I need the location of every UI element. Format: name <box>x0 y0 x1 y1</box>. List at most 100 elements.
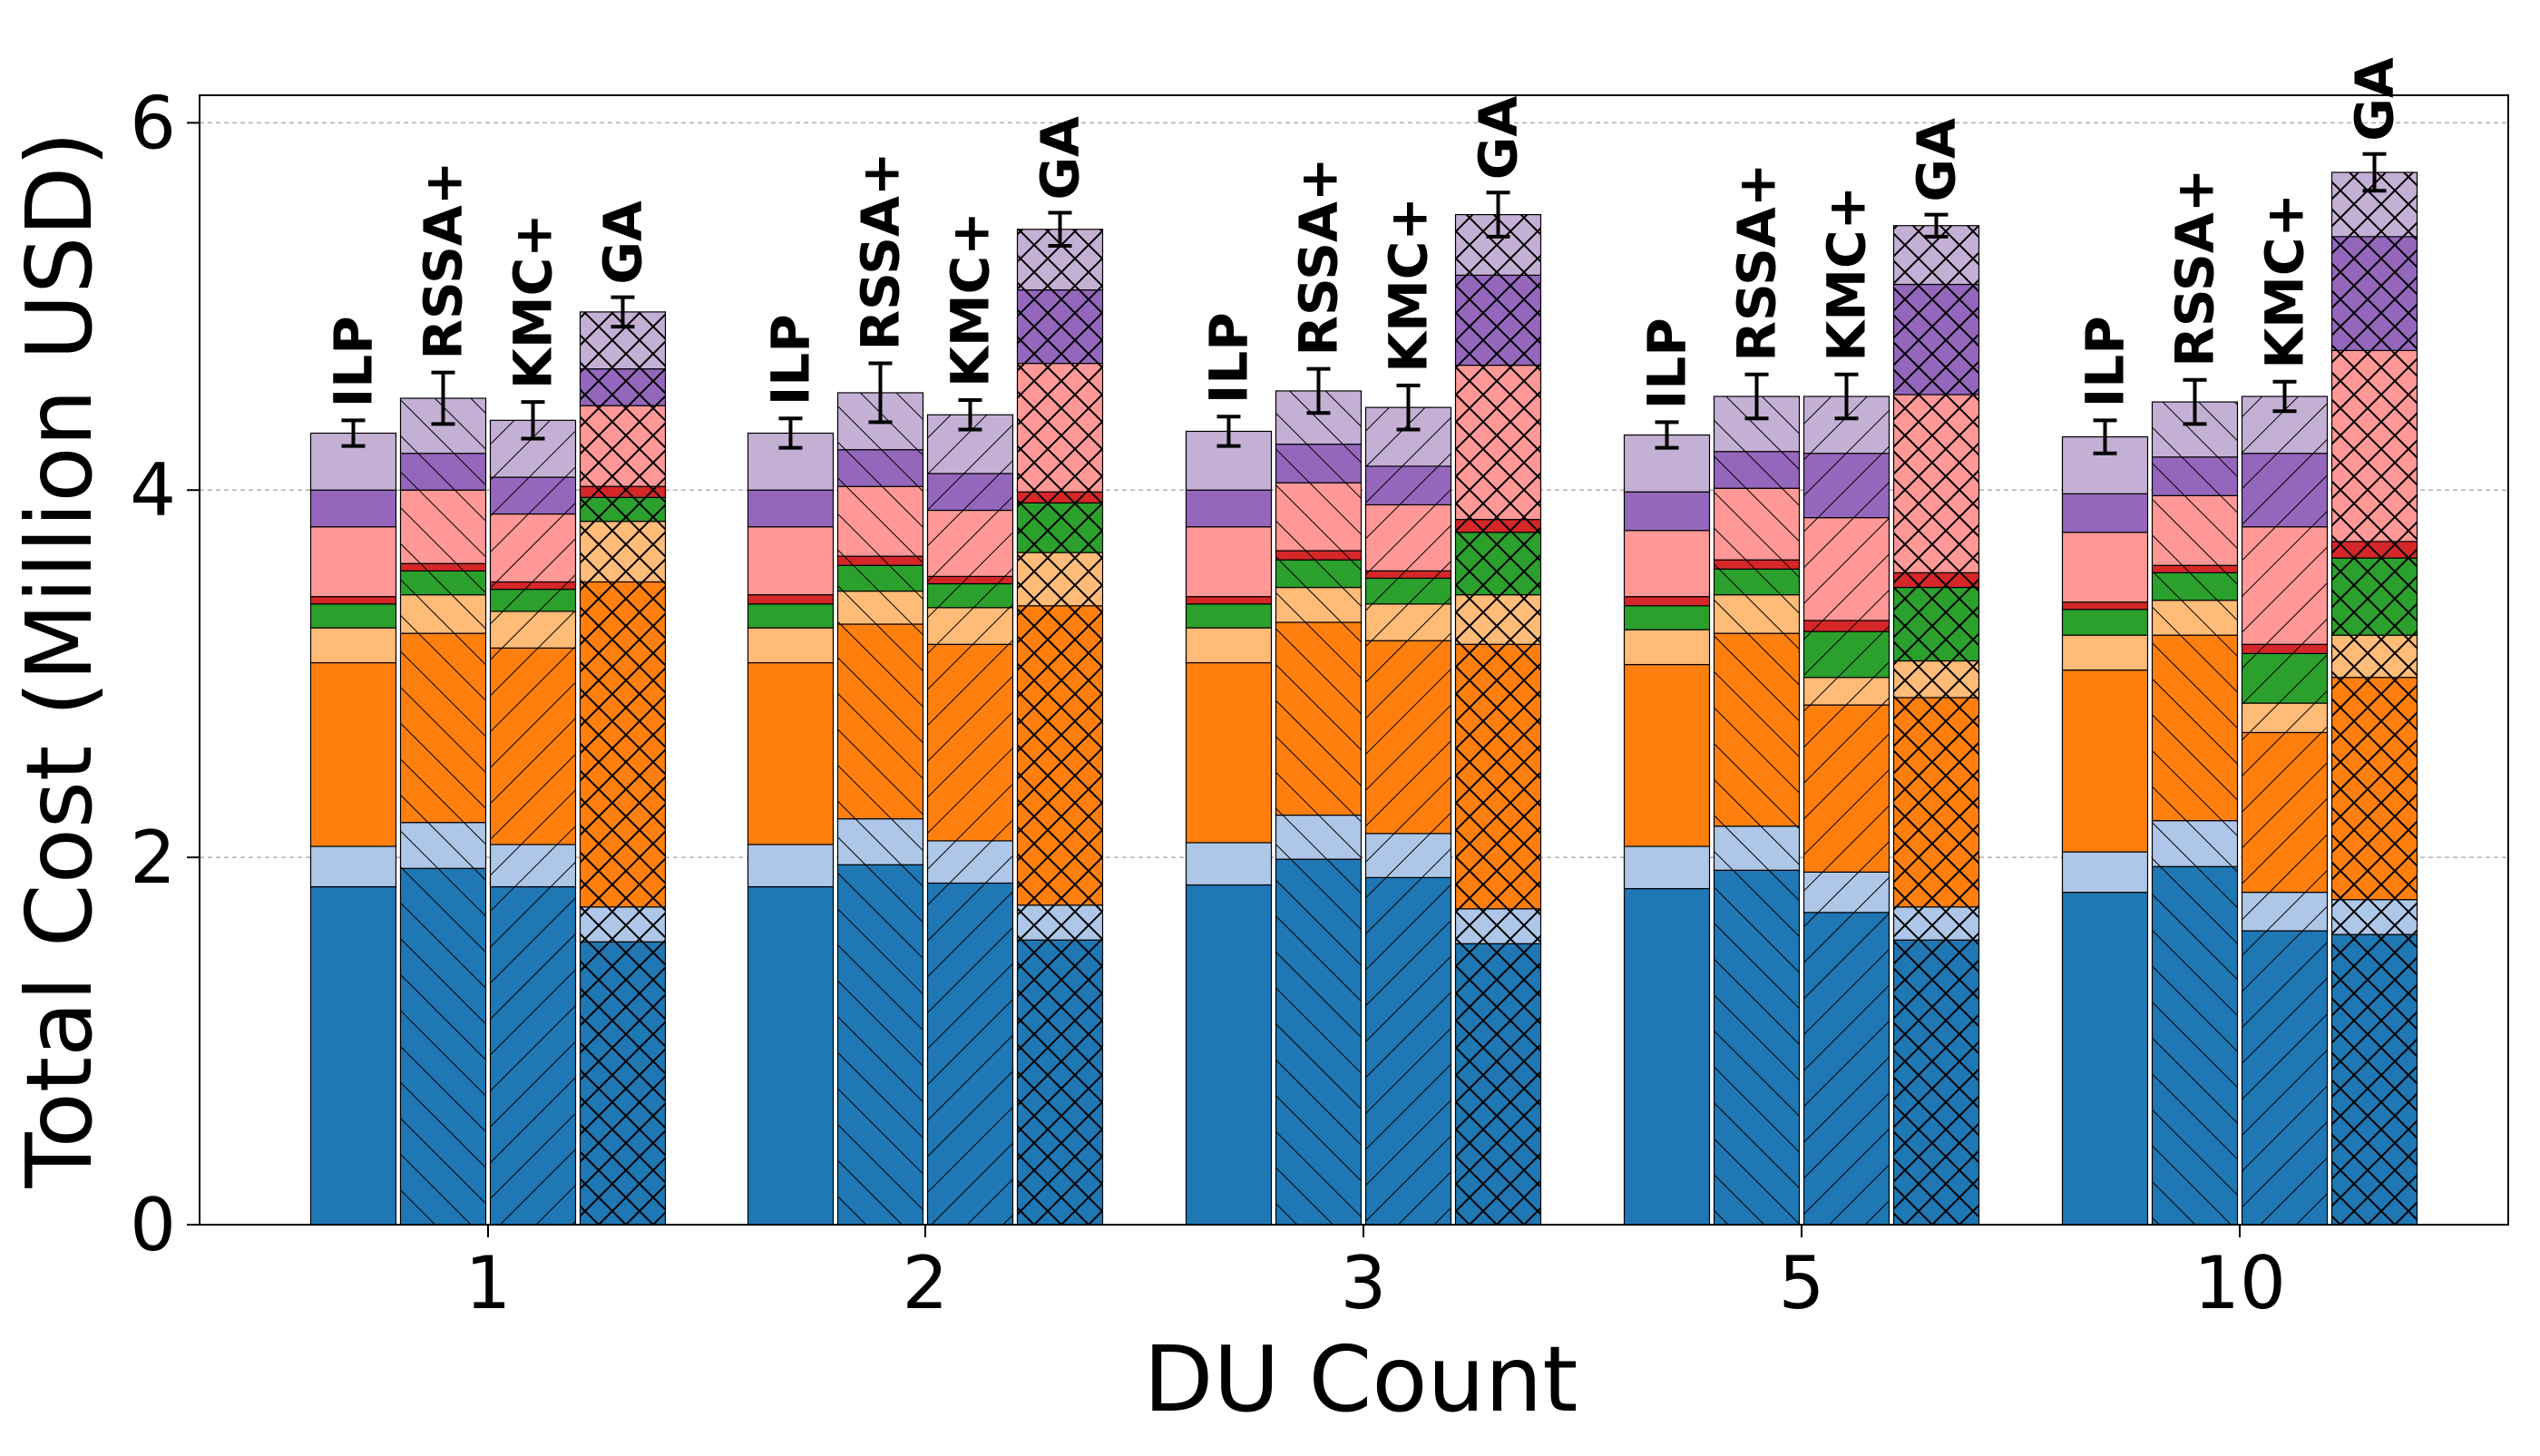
bar-segment-hatch <box>1803 517 1890 621</box>
bar-segment-hatch <box>1714 633 1800 826</box>
x-tick-label: 5 <box>1779 1241 1825 1325</box>
bar-segment-hatch <box>1275 587 1362 622</box>
method-label: ILP <box>2075 316 2136 407</box>
bar-segment-hatch <box>1803 620 1890 632</box>
bar-segment-hatch <box>400 490 486 564</box>
bar-segment-hatch <box>2331 350 2418 542</box>
bar-segment <box>2061 634 2149 671</box>
bar-segment-hatch <box>1714 594 1800 634</box>
bar-segment-hatch <box>490 844 576 887</box>
bar-segment-hatch <box>580 581 666 907</box>
x-tick-label: 2 <box>903 1241 949 1325</box>
bar-segment-hatch <box>2242 732 2328 893</box>
method-label: GA <box>592 200 654 285</box>
bar-segment-hatch <box>1893 906 1979 941</box>
bar-segment-hatch <box>927 644 1013 841</box>
bar-segment <box>1185 430 1273 491</box>
bar-segment-hatch <box>1455 908 1541 944</box>
method-label: GA <box>1030 116 1091 200</box>
bar-segment-hatch <box>580 942 666 1225</box>
bar-segment-hatch <box>1365 833 1451 878</box>
bar-segment <box>747 489 835 528</box>
bar-segment-hatch <box>1893 587 1979 661</box>
bar-segment-hatch <box>927 607 1013 645</box>
bar-segment-hatch <box>837 591 923 625</box>
bar-segment-hatch <box>1455 275 1541 366</box>
bar-segment <box>1185 627 1273 664</box>
method-label: RSSA+ <box>2164 169 2226 367</box>
bar-segment-hatch <box>1275 859 1362 1225</box>
bar-segment-hatch <box>1017 363 1103 493</box>
bar-segment-hatch <box>1017 492 1103 503</box>
bar-segment-hatch <box>1803 912 1890 1225</box>
method-label: ILP <box>1636 318 1698 409</box>
bar-segment <box>1623 530 1711 598</box>
bar-segment <box>309 627 397 664</box>
bar-segment-hatch <box>1714 826 1800 871</box>
bar-segment-hatch <box>927 510 1013 577</box>
bar-segment <box>2061 891 2149 1226</box>
bar-segment-hatch <box>2242 453 2328 527</box>
bar-segment-hatch <box>1275 622 1362 816</box>
bar-segment <box>1623 663 1711 847</box>
bar-segment <box>309 526 397 598</box>
bar-segment-hatch <box>1803 677 1890 706</box>
bar-segment <box>747 594 835 605</box>
bar-segment-hatch <box>490 886 576 1225</box>
bar-segment-hatch <box>1714 488 1800 561</box>
bar-segment-hatch <box>2152 866 2238 1225</box>
bar-segment-hatch <box>2152 600 2238 636</box>
bar-segment-hatch <box>2152 572 2238 601</box>
bar-segment-hatch <box>2152 635 2238 821</box>
bar-segment-hatch <box>1803 872 1890 913</box>
bar-segment-hatch <box>2331 558 2418 636</box>
bar-segment-hatch <box>580 906 666 943</box>
bar-segment-hatch <box>927 840 1013 884</box>
method-label: RSSA+ <box>1288 158 1350 357</box>
bar-segment-hatch <box>2242 644 2328 654</box>
bar-segment-hatch <box>1017 552 1103 606</box>
bar-segment <box>309 603 397 629</box>
bar-segment-hatch <box>837 449 923 487</box>
bar-segment-hatch <box>490 581 576 590</box>
bar-segment-hatch <box>1893 572 1979 588</box>
method-label: RSSA+ <box>850 151 912 350</box>
bar-segment <box>1623 605 1711 630</box>
bar-segment-hatch <box>927 474 1013 511</box>
bar-segment-hatch <box>400 633 486 823</box>
bar-segment <box>1623 887 1711 1226</box>
bar-segment-hatch <box>2331 541 2418 559</box>
bar-segment-hatch <box>2242 653 2328 704</box>
bar-segment <box>747 627 835 664</box>
bar-segment-hatch <box>927 583 1013 608</box>
bar-segment <box>1185 596 1273 605</box>
method-label: GA <box>1468 96 1529 181</box>
bar-segment-hatch <box>580 486 666 498</box>
bar-segment-hatch <box>837 556 923 566</box>
bar-segment-hatch <box>2152 820 2238 867</box>
bar-segment-hatch <box>580 497 666 522</box>
bar-segment-hatch <box>400 453 486 491</box>
bar-segment <box>2061 609 2149 636</box>
bar-segment-hatch <box>490 477 576 514</box>
bar-segment-hatch <box>580 521 666 582</box>
bar-segment-hatch <box>400 571 486 595</box>
bar-segment-hatch <box>837 565 923 591</box>
method-label: ILP <box>760 314 822 406</box>
bar-segment <box>747 844 835 888</box>
method-label: KMC+ <box>503 213 564 389</box>
y-axis-title: Total Cost (Million USD) <box>6 132 112 1189</box>
bar-segment <box>1185 842 1273 886</box>
bar-segment-hatch <box>2242 931 2328 1225</box>
bar-segment-hatch <box>1803 631 1890 678</box>
bar-segment-hatch <box>1893 394 1979 573</box>
error-bars-layer <box>341 151 2387 455</box>
x-axis-title: DU Count <box>1144 1326 1578 1432</box>
bar-segment-hatch <box>400 868 486 1225</box>
bar-segment <box>2061 669 2149 853</box>
bar-segment-hatch <box>1017 904 1103 941</box>
y-tick-label: 6 <box>130 81 176 165</box>
bar-segment-hatch <box>2331 934 2418 1225</box>
bar-segment <box>1185 526 1273 598</box>
bar-segment-hatch <box>1455 532 1541 595</box>
